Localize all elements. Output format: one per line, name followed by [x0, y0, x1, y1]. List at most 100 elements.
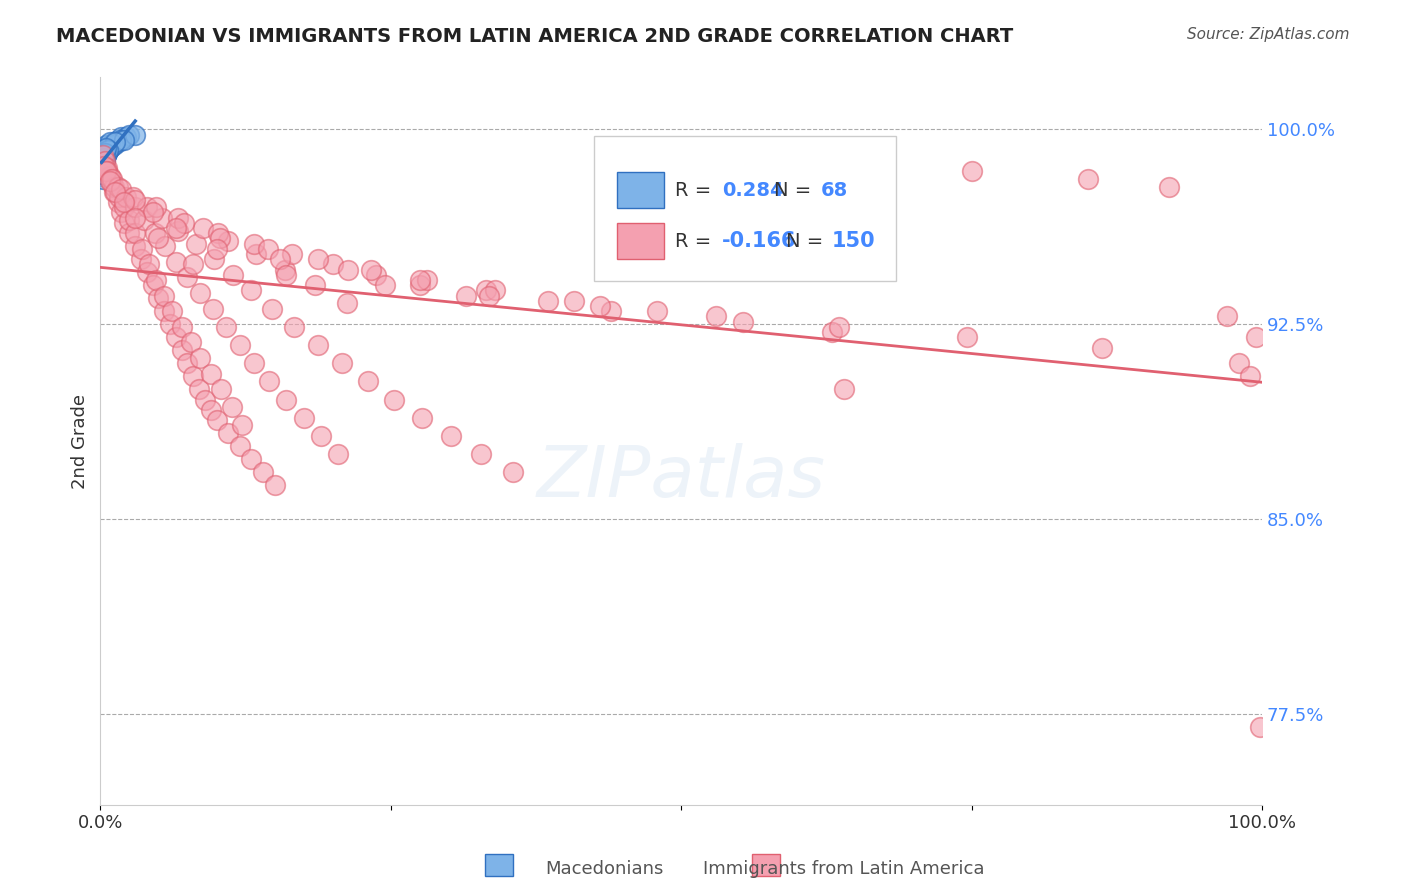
- Bar: [752, 854, 780, 876]
- Bar: [617, 223, 664, 260]
- Point: [828, 319, 851, 334]
- Point: [411, 410, 433, 425]
- Point: [124, 200, 146, 214]
- Text: Macedonians: Macedonians: [546, 860, 664, 878]
- Point: [115, 190, 138, 204]
- Point: [731, 315, 754, 329]
- Point: [93, 156, 115, 170]
- Point: [356, 374, 378, 388]
- Point: [94, 153, 117, 168]
- Point: [188, 285, 211, 300]
- Point: [129, 252, 152, 267]
- Point: [330, 356, 353, 370]
- Point: [98, 140, 121, 154]
- Point: [176, 356, 198, 370]
- Point: [98, 136, 121, 150]
- Text: 150: 150: [832, 231, 876, 251]
- Point: [200, 403, 222, 417]
- Point: [283, 319, 305, 334]
- Point: [98, 174, 121, 188]
- Point: [118, 213, 141, 227]
- Point: [90, 161, 112, 176]
- Text: ZIPatlas: ZIPatlas: [537, 443, 825, 512]
- Point: [96, 140, 118, 154]
- Point: [108, 190, 131, 204]
- Point: [138, 257, 160, 271]
- Point: [165, 330, 187, 344]
- Point: [90, 169, 112, 183]
- Point: [181, 369, 204, 384]
- Point: [90, 167, 112, 181]
- Point: [96, 148, 118, 162]
- Point: [94, 140, 117, 154]
- Point: [94, 148, 117, 162]
- Point: [103, 185, 125, 199]
- Point: [209, 382, 232, 396]
- Point: [274, 262, 297, 277]
- Point: [364, 268, 387, 282]
- Point: [145, 273, 167, 287]
- Point: [844, 156, 866, 170]
- Point: [148, 231, 170, 245]
- Point: [409, 273, 432, 287]
- Point: [107, 136, 129, 150]
- Point: [309, 429, 332, 443]
- Point: [589, 299, 612, 313]
- Point: [91, 151, 114, 165]
- Point: [91, 171, 114, 186]
- Point: [97, 143, 120, 157]
- Point: [475, 284, 498, 298]
- Point: [240, 452, 263, 467]
- Bar: [617, 172, 664, 209]
- Point: [96, 164, 118, 178]
- Point: [93, 156, 115, 170]
- Point: [96, 145, 118, 160]
- Point: [1227, 356, 1250, 370]
- Point: [153, 304, 176, 318]
- Point: [502, 465, 524, 479]
- Point: [162, 304, 184, 318]
- Point: [240, 284, 263, 298]
- Point: [167, 211, 190, 225]
- Point: [416, 273, 439, 287]
- Point: [215, 319, 238, 334]
- Point: [142, 278, 165, 293]
- Point: [191, 221, 214, 235]
- Point: [110, 182, 132, 196]
- Bar: [485, 854, 513, 876]
- Point: [93, 153, 115, 168]
- Point: [96, 138, 118, 153]
- Point: [478, 288, 501, 302]
- Point: [1157, 179, 1180, 194]
- Point: [440, 429, 463, 443]
- Point: [91, 159, 114, 173]
- Point: [322, 257, 344, 271]
- Point: [307, 338, 329, 352]
- Point: [281, 247, 304, 261]
- Point: [118, 128, 141, 142]
- Point: [669, 148, 692, 162]
- Text: 68: 68: [821, 181, 848, 200]
- Point: [107, 179, 129, 194]
- Point: [90, 167, 112, 181]
- Point: [704, 310, 727, 324]
- Point: [202, 301, 225, 316]
- Point: [94, 151, 117, 165]
- Point: [257, 374, 280, 388]
- Point: [112, 195, 135, 210]
- Point: [245, 247, 267, 261]
- Point: [155, 239, 177, 253]
- Point: [188, 351, 211, 365]
- Point: [96, 145, 118, 160]
- Point: [336, 296, 359, 310]
- Point: [91, 164, 114, 178]
- Y-axis label: 2nd Grade: 2nd Grade: [72, 393, 89, 489]
- Text: Immigrants from Latin America: Immigrants from Latin America: [703, 860, 984, 878]
- Point: [96, 143, 118, 157]
- Point: [112, 216, 135, 230]
- Point: [200, 367, 222, 381]
- Point: [134, 213, 156, 227]
- Point: [832, 382, 855, 396]
- Point: [97, 143, 120, 157]
- Point: [202, 252, 225, 267]
